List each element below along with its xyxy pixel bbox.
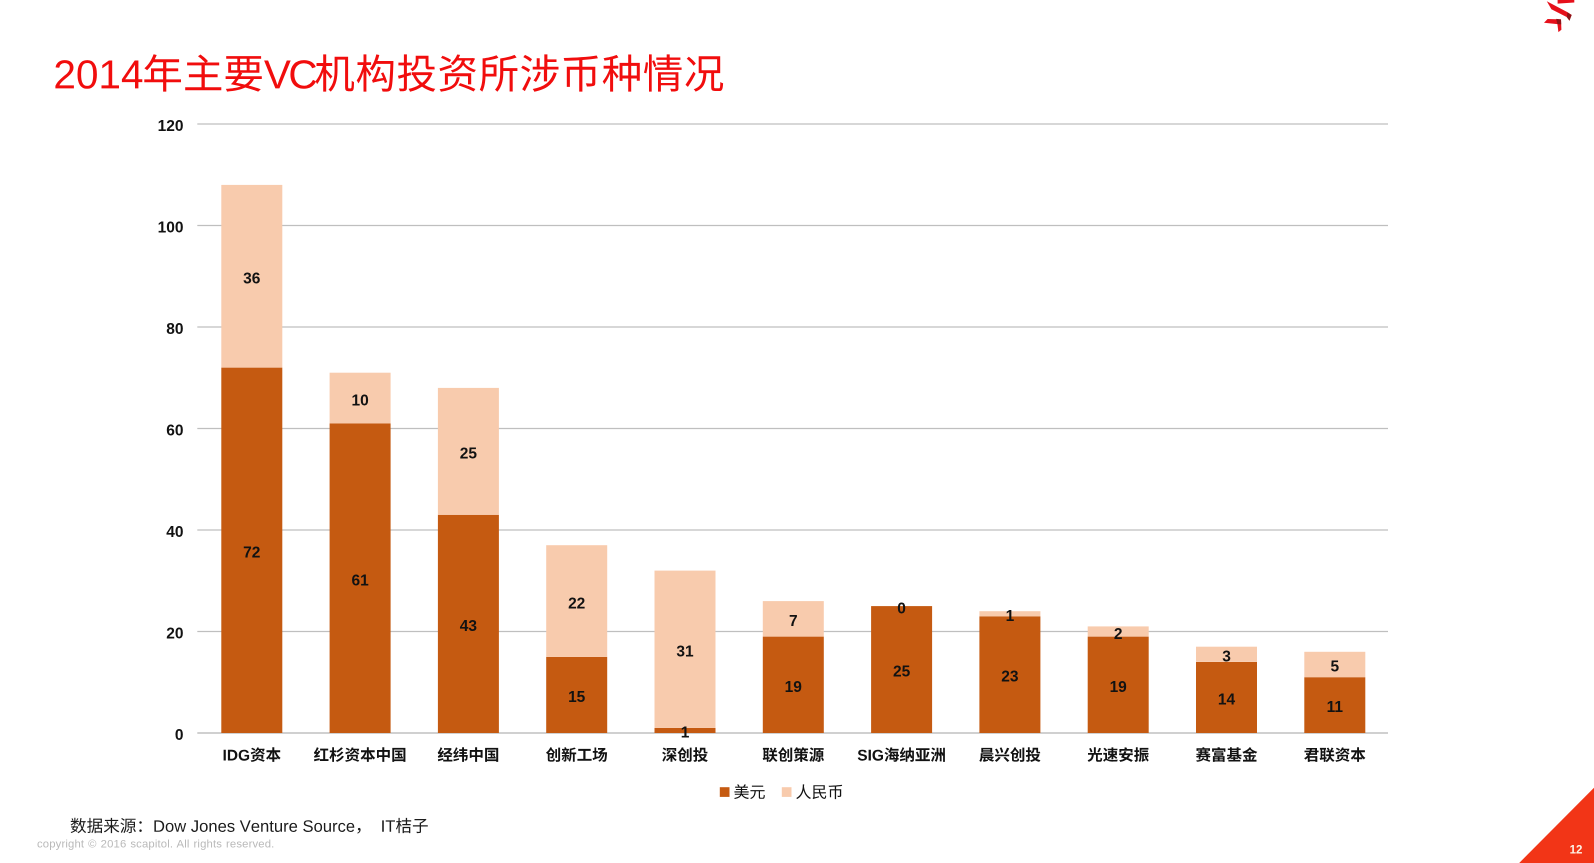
- svg-text:15: 15: [568, 689, 586, 706]
- svg-text:22: 22: [568, 595, 585, 612]
- svg-text:120: 120: [158, 118, 184, 135]
- svg-text:20: 20: [166, 626, 183, 643]
- svg-text:40: 40: [166, 524, 183, 541]
- svg-text:11: 11: [1327, 699, 1344, 716]
- svg-text:25: 25: [460, 446, 478, 463]
- svg-text:10: 10: [351, 392, 368, 409]
- svg-text:100: 100: [158, 220, 184, 237]
- svg-text:36: 36: [243, 271, 261, 288]
- svg-text:1: 1: [1006, 608, 1015, 625]
- svg-text:7: 7: [789, 613, 798, 630]
- svg-text:72: 72: [243, 544, 260, 561]
- svg-text:43: 43: [460, 618, 478, 635]
- svg-text:25: 25: [893, 664, 911, 681]
- svg-text:0: 0: [897, 601, 906, 618]
- svg-text:3: 3: [1222, 649, 1231, 666]
- svg-text:1: 1: [681, 725, 690, 742]
- svg-text:0: 0: [175, 727, 184, 744]
- svg-text:12: 12: [1570, 845, 1583, 857]
- svg-text:80: 80: [166, 321, 183, 338]
- svg-text:copyright © 2016 scapitol. All: copyright © 2016 scapitol. All rights re…: [37, 839, 274, 851]
- svg-text:61: 61: [351, 572, 369, 589]
- svg-text:5: 5: [1330, 659, 1339, 676]
- svg-text:2: 2: [1114, 626, 1123, 643]
- svg-text:19: 19: [1110, 679, 1128, 696]
- svg-text:60: 60: [166, 423, 183, 440]
- svg-text:14: 14: [1218, 692, 1236, 709]
- svg-text:23: 23: [1001, 669, 1019, 686]
- svg-text:31: 31: [676, 644, 694, 661]
- svg-text:19: 19: [785, 679, 803, 696]
